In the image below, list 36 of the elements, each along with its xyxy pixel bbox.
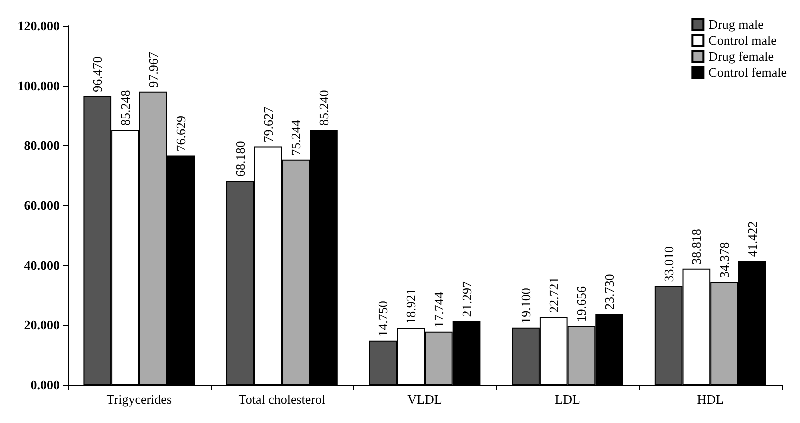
data-label: 75.244: [288, 120, 304, 156]
legend-label: Drug female: [708, 49, 774, 64]
data-label: 21.297: [459, 281, 474, 318]
data-label: 76.629: [174, 116, 189, 152]
data-label: 96.470: [90, 56, 106, 92]
y-tick-label: 20.000: [24, 318, 60, 333]
y-tick-label: 40.000: [24, 258, 60, 273]
data-label: 97.967: [146, 52, 161, 88]
data-label: 41.422: [744, 221, 760, 258]
y-tick-label: 60.000: [24, 198, 60, 213]
y-tick-label: 120.000: [18, 18, 60, 34]
x-tick-label: Total cholesterol: [238, 392, 326, 407]
data-label: 68.180: [232, 141, 248, 178]
data-label: 79.627: [260, 106, 276, 143]
y-tick-label: 80.000: [24, 138, 60, 154]
data-label: 38.818: [689, 229, 704, 265]
data-label: 19.656: [574, 286, 590, 322]
data-label: 85.248: [118, 90, 133, 126]
data-label: 22.721: [546, 277, 562, 314]
legend-label: Drug male: [708, 17, 764, 32]
legend-label: Control male: [708, 33, 778, 48]
data-label: 85.240: [316, 90, 332, 126]
x-tick-label: VLDL: [408, 392, 442, 407]
legend-label: Control female: [708, 65, 788, 80]
data-label: 19.100: [518, 288, 534, 324]
x-tick-label: Trigycerides: [106, 392, 172, 407]
x-tick-label: LDL: [555, 392, 580, 407]
data-label: 18.921: [404, 288, 419, 324]
x-tick-label: HDL: [697, 392, 724, 407]
data-label: 34.378: [717, 242, 732, 278]
data-label: 17.744: [431, 292, 446, 328]
data-label: 23.730: [602, 274, 618, 310]
data-label: 33.010: [661, 246, 676, 282]
data-label: 14.750: [376, 301, 391, 337]
y-tick-label: 100.000: [18, 78, 60, 94]
y-tick-label: 0.000: [30, 378, 60, 392]
